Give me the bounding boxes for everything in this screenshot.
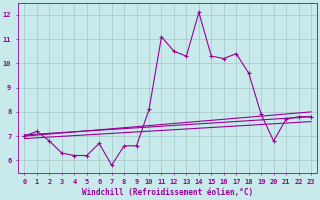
X-axis label: Windchill (Refroidissement éolien,°C): Windchill (Refroidissement éolien,°C) [82, 188, 253, 197]
